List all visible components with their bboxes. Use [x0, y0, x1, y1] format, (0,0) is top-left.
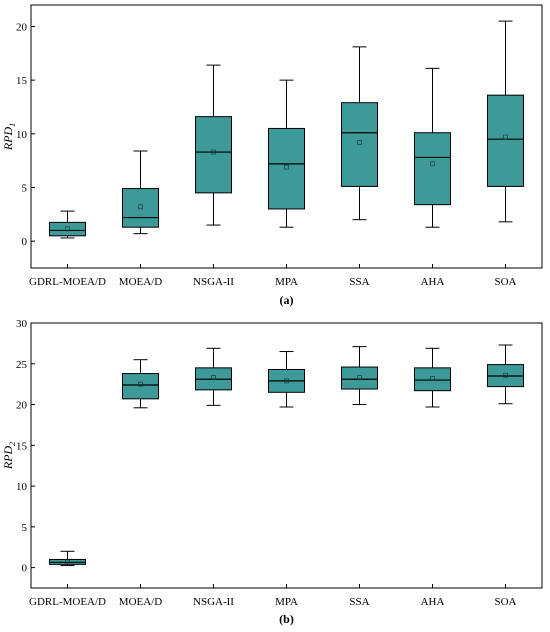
box-aha	[414, 67, 451, 228]
x-tick-label: AHA	[421, 276, 445, 288]
x-axis-a: GDRL-MOEA/D MOEA/D NSGA-II MPA SSA AHA SOA	[29, 264, 517, 288]
box-mpa	[268, 351, 305, 408]
y-tick-label: 15	[16, 440, 28, 452]
y-axis-b: 0 5 10 15 20 25 30	[16, 318, 35, 575]
boxes-a	[49, 20, 524, 239]
x-tick-label: MPA	[275, 596, 298, 608]
y-axis-label-b-sub: 2	[8, 442, 17, 446]
y-tick-label: 20	[16, 21, 28, 33]
y-axis-a: 0 5 10 15 20	[16, 21, 35, 248]
x-tick-label: MPA	[275, 276, 298, 288]
box-nsga-ii	[195, 347, 232, 406]
y-tick-label: 5	[22, 522, 28, 534]
x-tick-label: MOEA/D	[119, 596, 162, 608]
panel-b-chart: 0 5 10 15 20 25 30 GDRL-MOEA/D MOEA/D NSGA-II MPA…	[1, 318, 543, 626]
box-moea-d	[122, 359, 159, 409]
iqr-box	[341, 366, 378, 390]
mean-marker	[284, 164, 289, 170]
mean-marker	[357, 375, 362, 380]
iqr-box	[49, 221, 86, 237]
x-tick-label: MOEA/D	[119, 276, 162, 288]
box-ssa	[341, 46, 378, 221]
y-axis-label-a-main: RPD	[1, 127, 15, 152]
box-soa	[487, 344, 524, 405]
box-aha	[414, 347, 451, 408]
mean-marker	[211, 149, 216, 155]
box-mpa	[268, 79, 305, 228]
iqr-box	[122, 188, 159, 228]
panel-a-chart: 0 5 10 15 20 GDRL-MOEA/D MOEA/D NSGA-II MPA SSA A…	[1, 4, 543, 307]
x-tick-label: SOA	[494, 276, 516, 288]
iqr-box	[487, 94, 524, 187]
y-tick-label: 0	[22, 563, 28, 575]
mean-marker	[430, 161, 435, 167]
box-ssa	[341, 346, 378, 406]
mean-marker	[211, 375, 216, 380]
mean-marker	[138, 204, 143, 210]
y-axis-label-b: RPD2	[1, 442, 17, 470]
x-tick-label: GDRL-MOEA/D	[29, 596, 106, 608]
mean-marker	[138, 381, 143, 387]
iqr-box	[414, 132, 451, 206]
y-axis-label-b-main: RPD	[1, 446, 15, 471]
x-tick-label: SSA	[349, 596, 369, 608]
mean-marker	[503, 134, 508, 140]
iqr-box	[268, 127, 305, 210]
x-tick-label: GDRL-MOEA/D	[29, 276, 106, 288]
y-tick-label: 10	[16, 129, 28, 141]
y-tick-label: 30	[16, 318, 28, 330]
x-tick-label: NSGA-II	[193, 596, 234, 608]
y-tick-label: 10	[16, 481, 28, 493]
mean-marker	[430, 376, 435, 381]
y-tick-label: 25	[16, 359, 28, 371]
x-axis-b: GDRL-MOEA/D MOEA/D NSGA-II MPA SSA AHA SOA	[29, 584, 517, 608]
mean-marker	[503, 372, 508, 378]
box-gdrl-moea-d	[49, 210, 86, 239]
y-tick-label: 20	[16, 400, 28, 412]
y-tick-label: 5	[22, 182, 28, 194]
panel-label-b: (b)	[279, 612, 294, 626]
box-nsga-ii	[195, 64, 232, 226]
box-gdrl-moea-d	[49, 550, 86, 567]
mean-marker	[65, 559, 70, 565]
iqr-box	[414, 367, 451, 392]
y-tick-label: 0	[22, 236, 28, 248]
mean-marker	[65, 226, 70, 232]
y-axis-label-a: RPD1	[1, 123, 17, 151]
x-tick-label: SOA	[494, 596, 516, 608]
panel-label-a: (a)	[280, 293, 294, 307]
x-tick-label: AHA	[421, 596, 445, 608]
x-tick-label: NSGA-II	[193, 276, 234, 288]
y-axis-label-a-sub: 1	[8, 123, 17, 127]
iqr-box	[195, 116, 232, 194]
mean-marker	[357, 140, 362, 145]
box-moea-d	[122, 150, 159, 235]
box-soa	[487, 20, 524, 223]
boxes-b	[49, 344, 524, 567]
mean-marker	[284, 378, 289, 384]
x-tick-label: SSA	[349, 276, 369, 288]
y-tick-label: 15	[16, 75, 28, 87]
